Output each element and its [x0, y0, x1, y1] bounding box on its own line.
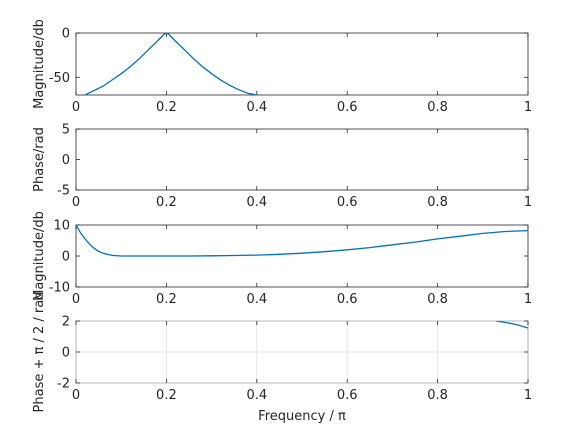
y-tick-label: 0	[62, 153, 70, 168]
y-tick-label: 0	[62, 27, 70, 42]
x-tick-label: 0.2	[156, 100, 177, 115]
x-tick-label: 0.4	[246, 100, 267, 115]
series-line	[84, 33, 257, 95]
x-tick-label: 0.8	[427, 292, 448, 307]
x-tick-label: 0.6	[337, 195, 358, 210]
plot-area	[75, 128, 529, 191]
y-axis-label: Phase + π / 2 / rad	[32, 292, 47, 413]
y-axis-label: Magnitude/db	[32, 19, 47, 109]
y-tick-label: 2	[62, 315, 70, 330]
y-tick-label: -5	[57, 184, 70, 199]
x-tick-label: 1	[524, 388, 532, 403]
x-tick-label: 0.2	[156, 195, 177, 210]
plot-area	[75, 32, 529, 96]
y-tick-label: 5	[62, 123, 70, 138]
y-tick-label: -2	[57, 377, 70, 392]
x-tick-label: 0.6	[337, 292, 358, 307]
x-tick-label: 1	[524, 195, 532, 210]
y-tick-label: -50	[49, 71, 70, 86]
y-tick-label: 0	[62, 250, 70, 265]
x-tick-label: 0.4	[246, 195, 267, 210]
x-tick-label: 0.2	[156, 292, 177, 307]
x-tick-label: 0.6	[337, 100, 358, 115]
y-tick-label: 10	[53, 219, 70, 234]
x-tick-label: 0	[72, 195, 80, 210]
x-tick-label: 0.4	[246, 292, 267, 307]
x-tick-label: 0	[72, 388, 80, 403]
series-line	[76, 225, 528, 257]
x-tick-label: 1	[524, 100, 532, 115]
y-axis-label: Phase/rad	[32, 127, 47, 192]
y-tick-label: -10	[49, 281, 70, 296]
x-tick-label: 0	[72, 292, 80, 307]
x-tick-label: 0	[72, 100, 80, 115]
x-tick-label: 0.8	[427, 100, 448, 115]
series-line	[496, 321, 528, 329]
x-tick-label: 0.8	[427, 195, 448, 210]
x-tick-label: 0.8	[427, 388, 448, 403]
y-axis-label: Magnitude/db	[32, 211, 47, 301]
x-tick-label: 0.4	[246, 388, 267, 403]
y-tick-label: 0	[62, 346, 70, 361]
x-tick-label: 1	[524, 292, 532, 307]
x-tick-label: 0.6	[337, 388, 358, 403]
x-axis-label: Frequency / π	[258, 409, 346, 424]
x-tick-label: 0.2	[156, 388, 177, 403]
